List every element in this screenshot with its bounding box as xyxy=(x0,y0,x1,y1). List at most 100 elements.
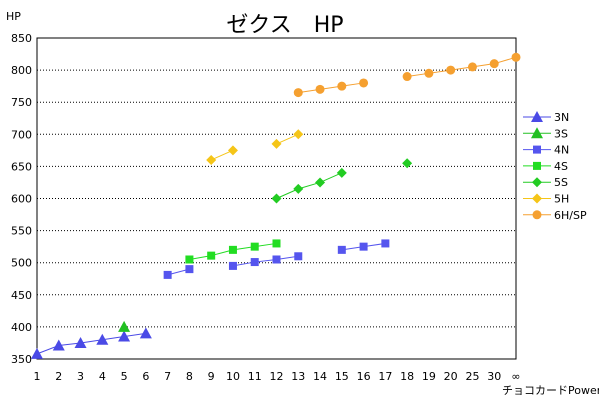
data-point xyxy=(359,242,368,251)
data-point xyxy=(228,261,237,270)
data-point xyxy=(206,154,217,165)
data-point xyxy=(315,84,325,94)
data-point xyxy=(227,145,238,156)
data-point xyxy=(336,167,347,178)
data-point xyxy=(139,327,152,339)
data-point xyxy=(118,320,131,332)
series-line xyxy=(298,82,364,94)
legend-label: 3N xyxy=(554,111,569,124)
x-tick-label: 5 xyxy=(121,370,128,383)
x-tick-label: 18 xyxy=(400,370,414,383)
data-point xyxy=(446,65,456,75)
data-point xyxy=(271,193,282,204)
y-tick-label: 600 xyxy=(11,193,32,206)
data-point xyxy=(359,78,369,88)
x-tick-label: 14 xyxy=(313,370,327,383)
data-point xyxy=(163,270,172,279)
legend-marker xyxy=(533,145,541,154)
data-point xyxy=(52,339,65,351)
legend-marker xyxy=(532,177,542,188)
x-tick-label: 30 xyxy=(487,370,501,383)
y-axis-label: HP xyxy=(6,10,21,23)
data-point xyxy=(467,62,477,72)
x-tick-label: 11 xyxy=(248,370,262,383)
series-line xyxy=(276,172,343,199)
legend-marker xyxy=(532,210,542,220)
x-tick-label: 6 xyxy=(142,370,149,383)
data-point xyxy=(293,183,304,194)
data-point xyxy=(293,129,304,140)
data-point xyxy=(315,177,326,188)
legend-marker xyxy=(531,127,543,139)
x-tick-label: 12 xyxy=(270,370,284,383)
x-tick-label: 25 xyxy=(465,370,479,383)
x-tick-label: ∞ xyxy=(511,370,520,383)
x-tick-label: 19 xyxy=(422,370,436,383)
legend-label: 4N xyxy=(554,144,569,157)
legend-label: 5H xyxy=(554,193,569,206)
data-point xyxy=(272,239,281,248)
legend-label: 6H/SP xyxy=(554,209,587,222)
grid xyxy=(37,69,516,328)
legend-marker xyxy=(531,111,543,122)
data-point xyxy=(294,252,303,261)
x-tick-label: 10 xyxy=(226,370,240,383)
series-line xyxy=(276,133,299,145)
data-point xyxy=(511,52,521,62)
series-line xyxy=(210,149,234,161)
x-tick-label: 2 xyxy=(55,370,62,383)
x-tick-label: 8 xyxy=(186,370,193,383)
data-point xyxy=(402,158,413,169)
x-tick-label: 20 xyxy=(444,370,458,383)
data-point xyxy=(207,251,216,260)
plot-frame xyxy=(36,37,517,360)
data-point xyxy=(185,255,194,264)
data-point xyxy=(31,347,43,359)
series-line xyxy=(232,255,299,267)
y-tick-label: 500 xyxy=(11,257,32,270)
legend-marker xyxy=(532,193,542,204)
data-point xyxy=(337,245,346,254)
x-tick-label: 16 xyxy=(357,370,371,383)
y-tick-label: 850 xyxy=(11,32,32,45)
legend: 3N 3S 4N 4S 5S 5H 6H/SP xyxy=(523,111,587,222)
x-tick-label: 17 xyxy=(378,370,392,383)
data-point xyxy=(337,81,347,91)
y-tick-label: 750 xyxy=(11,96,32,109)
data-point xyxy=(96,333,109,345)
legend-label: 3S xyxy=(554,127,568,140)
legend-marker xyxy=(533,161,541,170)
x-tick-label: 4 xyxy=(99,370,106,383)
y-tick-label: 800 xyxy=(11,64,32,77)
data-point xyxy=(424,68,434,78)
legend-label: 5S xyxy=(554,176,568,189)
x-tick-label: 13 xyxy=(291,370,305,383)
y-tick-label: 550 xyxy=(11,225,32,238)
data-point xyxy=(228,245,237,254)
data-point xyxy=(74,336,87,348)
x-tick-label: 1 xyxy=(34,370,41,383)
legend-label: 4S xyxy=(554,160,568,173)
y-tick-label: 350 xyxy=(11,353,32,366)
data-point xyxy=(250,242,259,251)
data-point xyxy=(118,330,131,342)
series-line xyxy=(407,56,517,78)
data-point xyxy=(185,265,194,274)
data-point xyxy=(271,138,282,149)
x-tick-label: 7 xyxy=(164,370,171,383)
y-tick-label: 400 xyxy=(11,321,32,334)
x-tick-label: 9 xyxy=(208,370,215,383)
x-tick-label: 15 xyxy=(335,370,349,383)
x-tick-label: 3 xyxy=(77,370,84,383)
data-point xyxy=(272,255,281,264)
data-point xyxy=(402,72,412,82)
y-tick-label: 700 xyxy=(11,128,32,141)
data-point xyxy=(489,59,499,69)
data-point xyxy=(381,239,390,248)
data-point xyxy=(250,258,259,267)
chart-title: ゼクス HP xyxy=(226,13,343,38)
data-point xyxy=(293,88,303,98)
